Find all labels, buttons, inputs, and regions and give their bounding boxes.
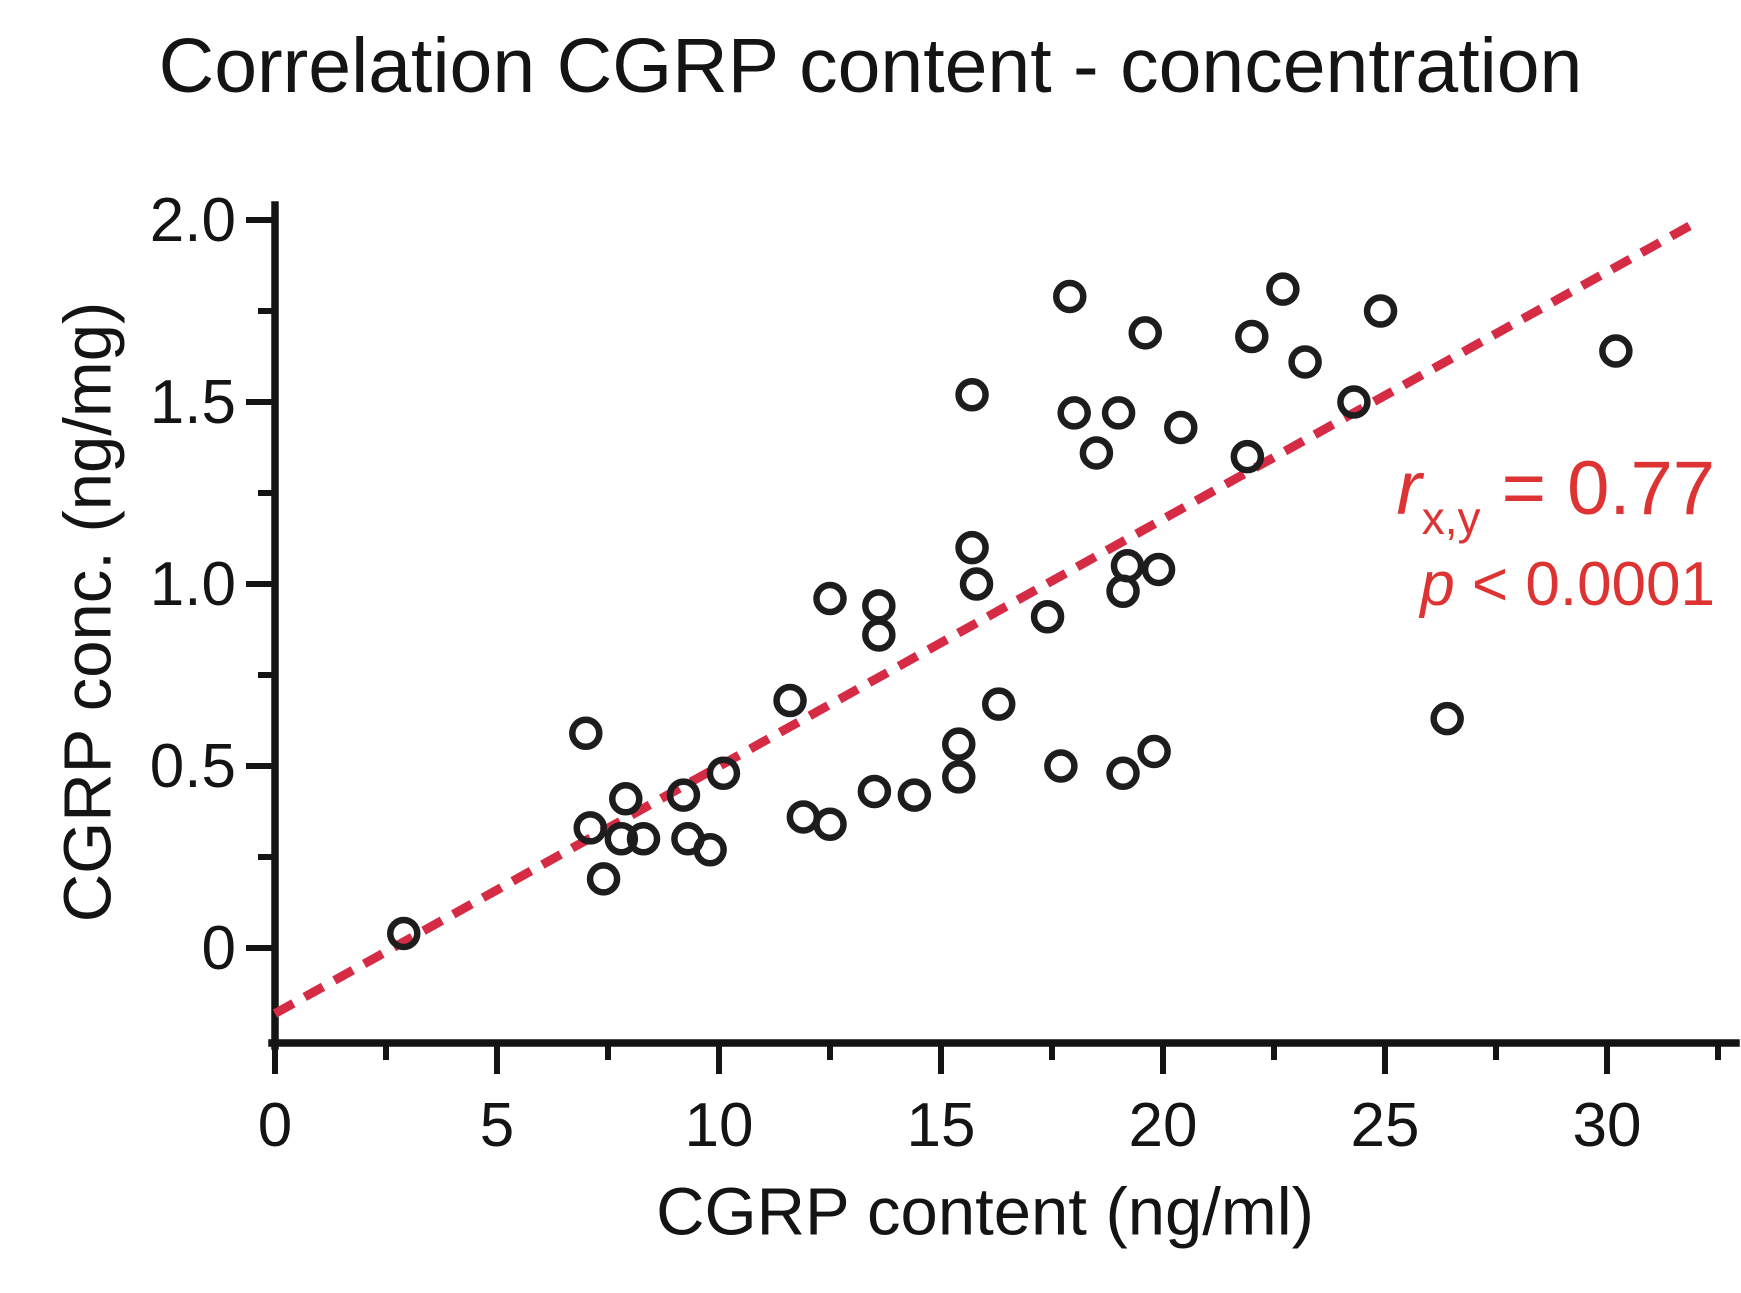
- y-tick-label: 1.0: [150, 550, 236, 619]
- data-point: [813, 581, 847, 616]
- data-point: [626, 822, 661, 856]
- data-point: [693, 832, 727, 867]
- p-value: < 0.0001: [1454, 550, 1715, 619]
- data-point: [959, 567, 994, 601]
- x-tick-label: 30: [1573, 1091, 1642, 1160]
- x-tick-label: 10: [685, 1091, 754, 1160]
- data-point: [609, 782, 643, 816]
- data-point: [1044, 749, 1078, 783]
- data-point: [586, 862, 621, 896]
- axis-ticks: [246, 217, 1721, 1074]
- data-point: [942, 727, 976, 761]
- data-point: [1101, 396, 1136, 430]
- data-point: [1164, 410, 1198, 445]
- x-tick-label: 20: [1129, 1091, 1198, 1160]
- data-point: [1079, 436, 1114, 470]
- r-subscript: x,y: [1421, 492, 1481, 544]
- data-point: [1235, 319, 1269, 354]
- data-point: [862, 589, 896, 623]
- data-point: [1599, 334, 1633, 368]
- data-point: [1266, 272, 1300, 306]
- data-point: [1430, 701, 1464, 736]
- data-point: [786, 800, 821, 834]
- x-tick-label: 0: [258, 1091, 292, 1160]
- data-point: [897, 778, 932, 812]
- y-tick-label: 1.5: [150, 368, 236, 437]
- r-value: = 0.77: [1480, 446, 1715, 531]
- r-value-line: rx,y = 0.77: [1396, 440, 1715, 547]
- data-point: [573, 811, 607, 845]
- data-point: [706, 756, 741, 791]
- x-tick-label: 5: [480, 1091, 514, 1160]
- x-tick-label: 25: [1351, 1091, 1420, 1160]
- data-point: [955, 377, 989, 412]
- correlation-annotation: rx,y = 0.77 p < 0.0001: [1396, 440, 1715, 623]
- data-point: [604, 822, 639, 856]
- data-point: [857, 774, 892, 809]
- y-tick-label: 2.0: [150, 186, 236, 255]
- p-value-line: p < 0.0001: [1396, 547, 1715, 623]
- data-point: [1137, 734, 1171, 769]
- data-points: [387, 272, 1633, 951]
- data-point: [1128, 316, 1162, 350]
- data-point: [813, 807, 847, 841]
- data-point: [1053, 279, 1087, 314]
- y-tick-label: 0.5: [150, 732, 236, 801]
- data-point: [1337, 385, 1371, 419]
- data-point: [942, 760, 976, 794]
- data-point: [1141, 552, 1176, 587]
- axes: [268, 201, 1740, 1050]
- x-tick-label: 15: [907, 1091, 976, 1160]
- data-point: [1030, 600, 1065, 634]
- data-point: [955, 530, 989, 565]
- data-point: [1363, 294, 1398, 328]
- x-axis-label: CGRP content (ng/ml): [656, 1174, 1314, 1250]
- data-point: [1288, 345, 1322, 379]
- data-point: [387, 916, 421, 951]
- data-point: [1106, 756, 1140, 791]
- p-symbol: p: [1420, 550, 1455, 619]
- data-point: [862, 618, 896, 652]
- data-point: [981, 687, 1016, 721]
- data-point: [773, 683, 807, 718]
- data-point: [1230, 439, 1265, 474]
- data-point: [666, 778, 701, 812]
- y-tick-label: 0: [202, 914, 236, 983]
- chart-title: Correlation CGRP content - concentration: [158, 23, 1583, 109]
- tick-labels: 0 5 10 15 20 25 30 0 0.5 1.0 1.5 2.0: [150, 186, 1642, 1160]
- data-point: [569, 716, 603, 750]
- data-point: [1110, 549, 1145, 583]
- r-symbol: r: [1396, 446, 1422, 531]
- data-point: [1057, 396, 1091, 430]
